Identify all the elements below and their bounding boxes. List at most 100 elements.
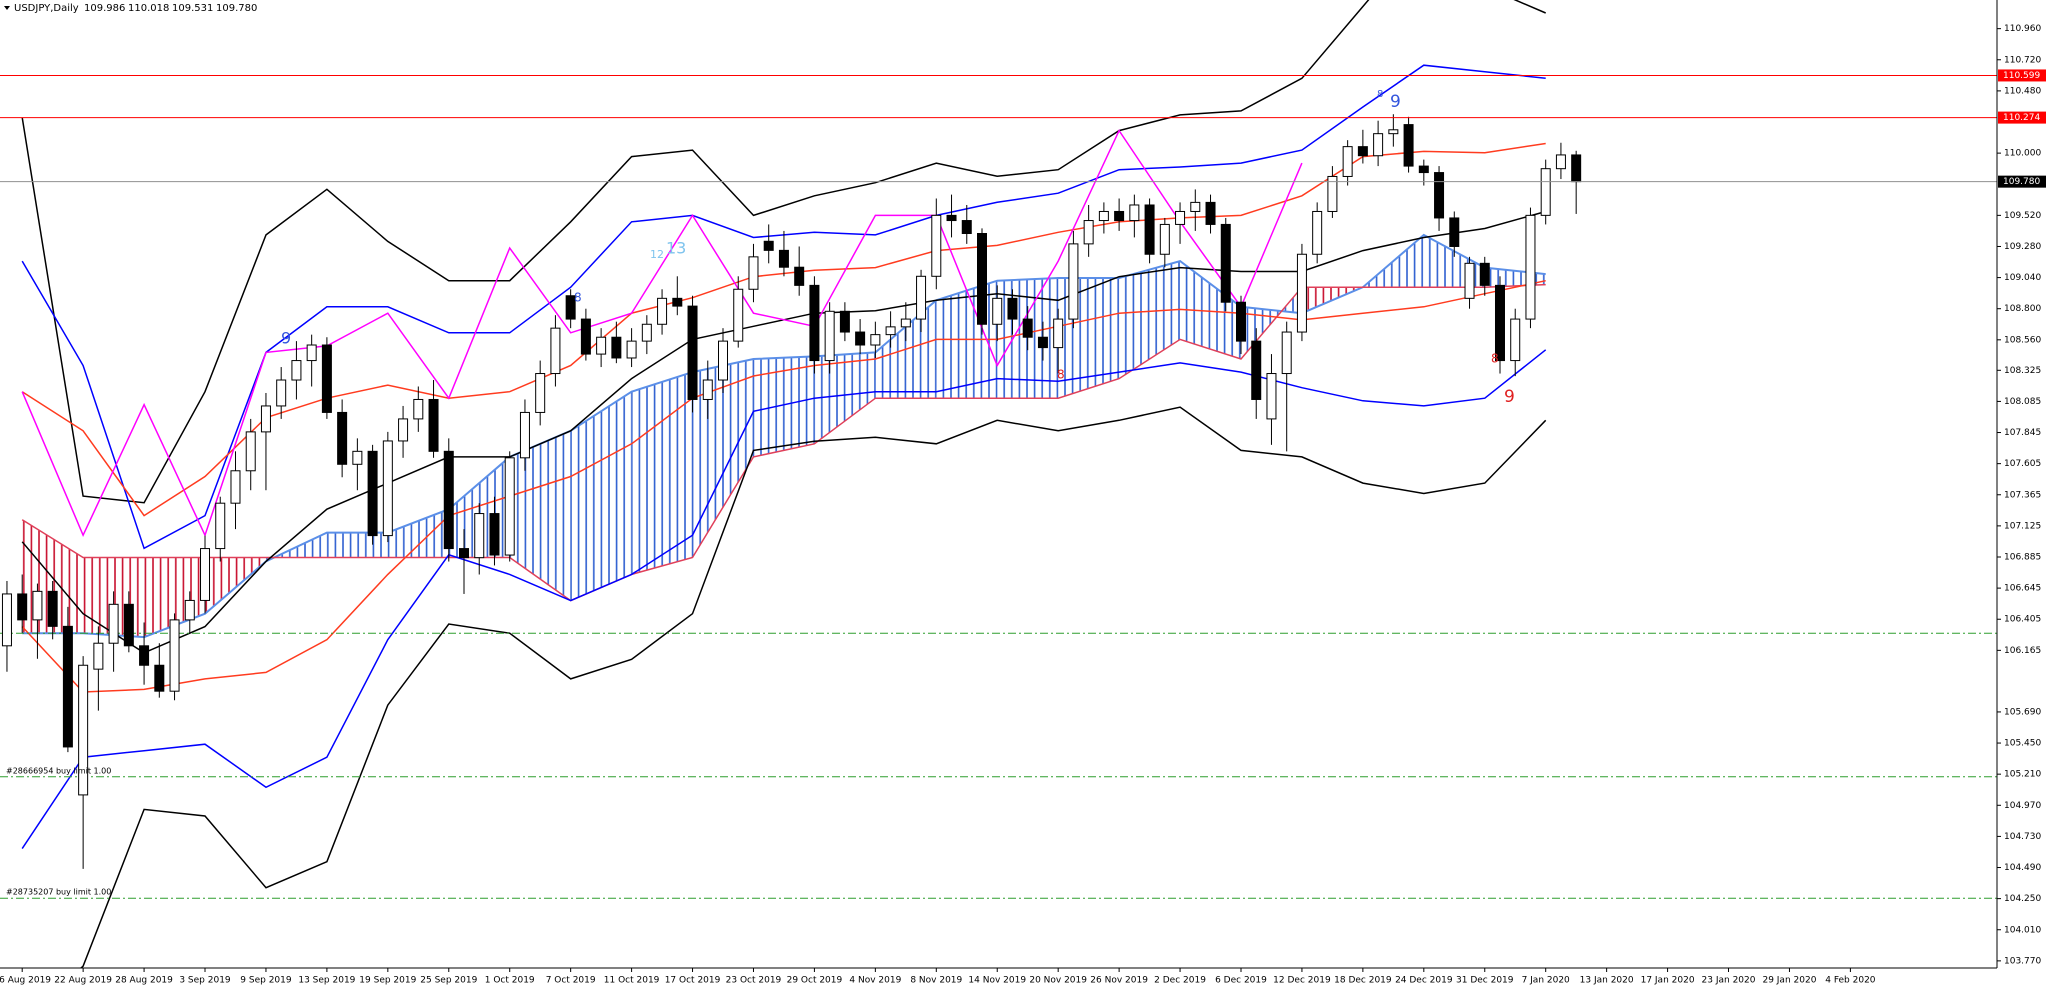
candle-body bbox=[489, 513, 500, 556]
symbol: USDJPY,Daily bbox=[14, 3, 79, 14]
candle-body bbox=[839, 310, 850, 333]
cloud-segment bbox=[570, 391, 632, 601]
x-tick-label: 6 Dec 2019 bbox=[1215, 976, 1267, 986]
candle-body bbox=[992, 297, 1003, 325]
candle-body bbox=[1373, 133, 1384, 157]
x-tick-label: 18 Dec 2019 bbox=[1334, 976, 1392, 986]
candle-body bbox=[961, 220, 972, 235]
y-tick-label: 105.210 bbox=[2004, 770, 2041, 780]
candle-body bbox=[1525, 214, 1536, 320]
candle-body bbox=[931, 214, 942, 277]
annotation: 12 bbox=[650, 248, 664, 261]
y-tick-label: 110.960 bbox=[2004, 24, 2041, 34]
candle-body bbox=[1098, 210, 1109, 222]
candle-body bbox=[1, 593, 12, 647]
candle-body bbox=[215, 502, 226, 550]
y-tick-label: 104.730 bbox=[2004, 832, 2041, 842]
candle-body bbox=[1312, 210, 1323, 255]
candle-body bbox=[1007, 297, 1018, 320]
candle-body bbox=[977, 233, 987, 325]
candle-body bbox=[245, 431, 256, 472]
x-tick-label: 4 Nov 2019 bbox=[849, 976, 901, 986]
menu-arrow[interactable] bbox=[4, 6, 10, 10]
cloud-segment bbox=[814, 352, 876, 444]
y-tick-label: 108.560 bbox=[2004, 335, 2041, 345]
candle-body bbox=[687, 305, 698, 400]
candle-body bbox=[1281, 331, 1292, 375]
candle-body bbox=[1571, 154, 1582, 183]
cloud-segment bbox=[631, 372, 693, 575]
price-level-box bbox=[1998, 69, 2046, 82]
candle-body bbox=[580, 318, 591, 355]
candle-body bbox=[611, 336, 622, 359]
x-tick-label: 4 Feb 2020 bbox=[1825, 976, 1876, 986]
candle-body bbox=[32, 590, 43, 621]
candle-body bbox=[291, 360, 302, 381]
candle-body bbox=[1266, 373, 1277, 420]
candle-body bbox=[154, 664, 165, 692]
plot-area bbox=[0, 0, 1997, 968]
quote-low: 109.531 bbox=[172, 3, 213, 14]
cloud-segment bbox=[387, 509, 449, 558]
candle-body bbox=[1114, 210, 1125, 222]
candle-body bbox=[260, 405, 271, 433]
candle-body bbox=[1235, 301, 1246, 342]
candle-body bbox=[1296, 253, 1307, 333]
candle-body bbox=[1251, 340, 1262, 400]
x-tick-label: 22 Aug 2019 bbox=[54, 976, 112, 986]
candle-body bbox=[78, 664, 89, 796]
candle-body bbox=[641, 323, 652, 342]
x-tick-label: 29 Oct 2019 bbox=[787, 976, 843, 986]
candle-body bbox=[1540, 168, 1551, 216]
annotation: 9 bbox=[281, 329, 291, 348]
candle-body bbox=[184, 599, 195, 621]
span-a bbox=[22, 233, 1546, 639]
y-tick-label: 105.450 bbox=[2004, 739, 2041, 749]
candle-body bbox=[47, 590, 58, 627]
candle-body bbox=[230, 470, 241, 504]
candle-body bbox=[596, 336, 607, 355]
candle-body bbox=[718, 340, 729, 381]
candle-body bbox=[1037, 336, 1048, 349]
y-tick-label: 106.885 bbox=[2004, 552, 2041, 562]
candle-body bbox=[519, 411, 530, 459]
candle-body bbox=[139, 645, 150, 666]
candle-body bbox=[565, 295, 576, 320]
candle-body bbox=[748, 256, 759, 290]
order-label: #28735207 buy limit 1.00 bbox=[6, 888, 111, 897]
x-tick-label: 17 Jan 2020 bbox=[1641, 976, 1695, 986]
indicator-line bbox=[21, 279, 1546, 693]
candle-body bbox=[1403, 124, 1414, 167]
candle-body bbox=[672, 297, 683, 307]
candle-body bbox=[1327, 175, 1338, 212]
candle-body bbox=[398, 418, 409, 442]
x-tick-label: 29 Jan 2020 bbox=[1762, 976, 1816, 986]
y-tick-label: 108.085 bbox=[2004, 397, 2041, 407]
annotation: 8 bbox=[1057, 368, 1065, 382]
cloud-segment bbox=[753, 356, 815, 457]
x-tick-label: 11 Oct 2019 bbox=[604, 976, 660, 986]
indicator-line bbox=[79, 406, 1547, 968]
annotation: 8 bbox=[1377, 89, 1383, 100]
annotation: 13 bbox=[666, 239, 686, 258]
price-level-box bbox=[1998, 175, 2046, 188]
candle-body bbox=[1129, 204, 1140, 222]
y-tick-label: 104.970 bbox=[2004, 801, 2041, 811]
y-tick-label: 110.480 bbox=[2004, 86, 2041, 96]
x-tick-label: 7 Oct 2019 bbox=[546, 976, 596, 986]
y-tick-label: 104.250 bbox=[2004, 894, 2041, 904]
candle-body bbox=[1220, 223, 1231, 303]
candle-body bbox=[1205, 201, 1216, 225]
y-tick-label: 109.280 bbox=[2004, 242, 2041, 252]
x-tick-label: 7 Jan 2020 bbox=[1522, 976, 1570, 986]
x-tick-label: 24 Dec 2019 bbox=[1395, 976, 1453, 986]
y-tick-label: 108.325 bbox=[2004, 366, 2041, 376]
candle-body bbox=[352, 450, 363, 465]
y-tick-label: 110.000 bbox=[2004, 149, 2041, 159]
candle-body bbox=[1342, 146, 1353, 177]
x-tick-label: 2 Dec 2019 bbox=[1154, 976, 1206, 986]
candle-body bbox=[1555, 154, 1566, 170]
y-tick-label: 108.800 bbox=[2004, 304, 2041, 314]
candle-body bbox=[1510, 318, 1521, 362]
